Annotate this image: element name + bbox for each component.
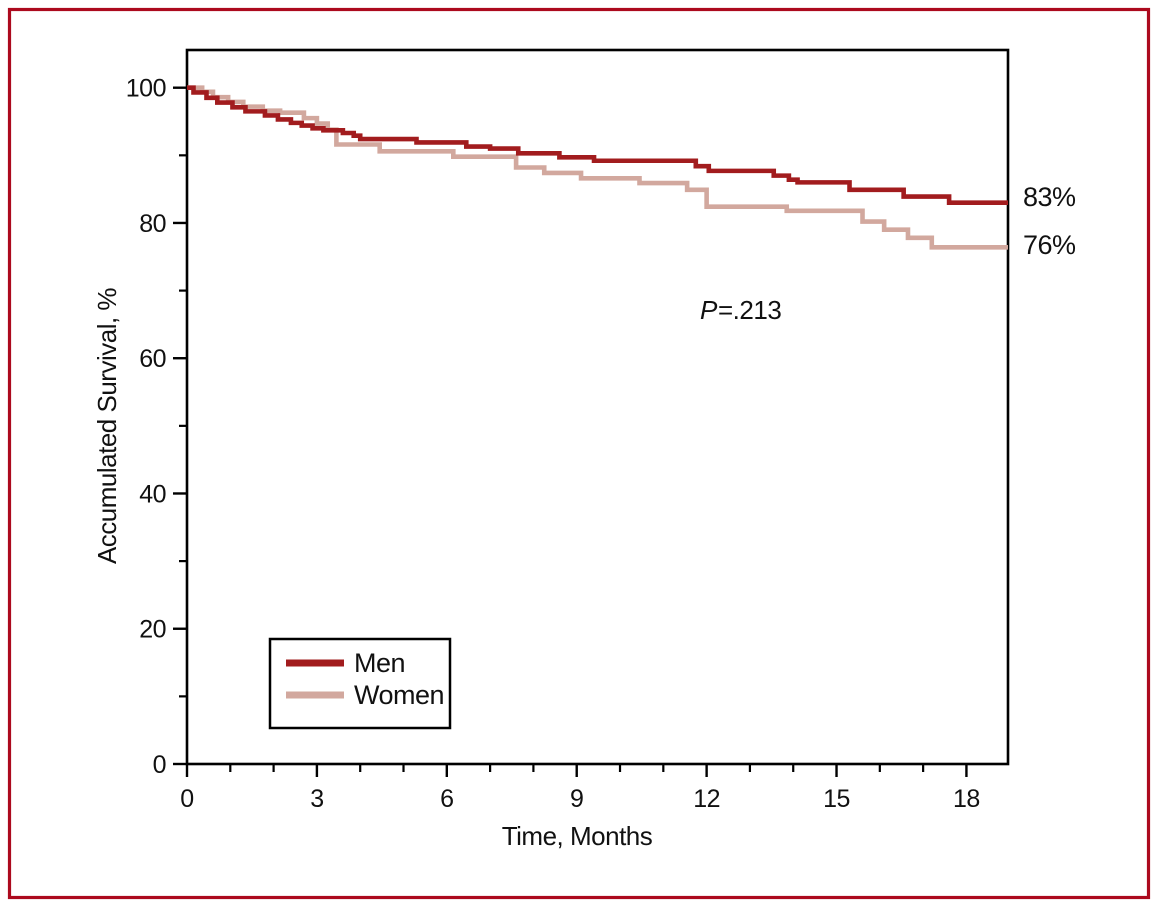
survival-curve-women bbox=[187, 85, 1008, 250]
x-tick-label: 3 bbox=[310, 785, 323, 813]
plot-box bbox=[185, 48, 1010, 766]
y-axis-title: Accumulated Survival, % bbox=[92, 288, 122, 564]
x-tick-label: 9 bbox=[570, 785, 583, 813]
figure-border bbox=[7, 7, 1151, 900]
legend-label-men: Men bbox=[354, 648, 405, 678]
series-layer bbox=[187, 85, 1008, 250]
p-value-text: =.213 bbox=[718, 295, 781, 325]
women-end-label: 76% bbox=[1023, 230, 1076, 260]
y-tick-label: 20 bbox=[139, 616, 166, 644]
y-tick-label: 40 bbox=[139, 480, 166, 508]
axes-layer: 0 3 6 9 12 15 18 0 20 40 60 80 100 bbox=[126, 48, 1010, 813]
y-tick-label: 60 bbox=[139, 345, 166, 373]
x-tick-label: 12 bbox=[693, 785, 720, 813]
survival-curve-men bbox=[187, 85, 1008, 205]
men-end-label: 83% bbox=[1023, 182, 1076, 212]
legend: Men Women bbox=[268, 637, 452, 730]
y-tick-label: 80 bbox=[139, 210, 166, 238]
legend-box bbox=[268, 637, 452, 730]
x-tick-label: 18 bbox=[953, 785, 980, 813]
y-tick-label: 0 bbox=[153, 751, 166, 779]
y-tick-label: 100 bbox=[126, 75, 166, 103]
legend-label-women: Women bbox=[354, 680, 444, 710]
x-tick-label: 6 bbox=[440, 785, 453, 813]
x-tick-label: 0 bbox=[180, 785, 193, 813]
x-axis-title: Time, Months bbox=[502, 821, 653, 851]
x-tick-label: 15 bbox=[823, 785, 850, 813]
p-value-italic: P bbox=[700, 295, 718, 325]
